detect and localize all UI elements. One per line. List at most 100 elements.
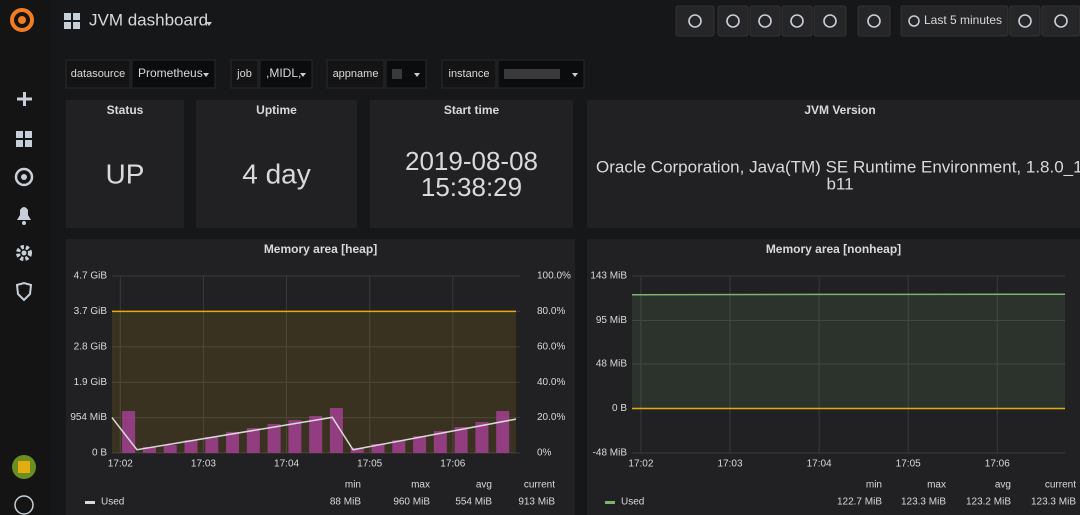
time-picker-button[interactable] <box>900 5 1009 37</box>
y-tick-label: 143 MiB <box>590 271 627 282</box>
x-tick-label: 17:06 <box>440 459 465 470</box>
series-line <box>111 416 517 451</box>
legend-value: 913 MiB <box>518 497 555 508</box>
bar <box>309 416 323 453</box>
legend-swatch <box>85 501 95 504</box>
variable-label-bg <box>326 59 385 89</box>
legend-value: 123.3 MiB <box>1031 497 1076 508</box>
legend-value: 554 MiB <box>455 497 492 508</box>
x-tick-label: 17:05 <box>357 459 382 470</box>
y-tick-label: -48 MiB <box>593 448 628 459</box>
variable-label: appname <box>333 68 379 80</box>
zoom-out-button[interactable] <box>1009 5 1041 37</box>
create-icon[interactable] <box>17 92 32 106</box>
button-icon <box>867 14 881 28</box>
add-panel-button[interactable] <box>675 5 715 37</box>
settings-button[interactable] <box>813 5 847 37</box>
star-button[interactable] <box>717 5 749 37</box>
bar <box>226 431 240 453</box>
legend-label: Used <box>621 497 644 508</box>
y2-tick-label: 20.0% <box>537 412 565 423</box>
bar <box>496 411 510 453</box>
bar <box>142 446 156 453</box>
legend-column-header: avg <box>995 480 1011 491</box>
graph-panel <box>66 239 575 515</box>
stat-panel <box>196 100 357 228</box>
y2-tick-label: 0% <box>537 448 552 459</box>
alerting-icon[interactable] <box>17 207 31 225</box>
button-bg <box>781 5 813 37</box>
stat-value: 2019-08-08 <box>405 146 538 176</box>
save-button[interactable] <box>781 5 813 37</box>
admin-icon[interactable] <box>15 281 33 302</box>
legend-label: Used <box>101 497 124 508</box>
stat-value: 15:38:29 <box>421 172 522 202</box>
variable-dropdown[interactable]: ,MIDL, <box>259 59 313 89</box>
bar <box>267 423 281 453</box>
y-tick-label: 0 B <box>92 448 107 459</box>
stat-value: UP <box>106 158 145 189</box>
help-icon[interactable] <box>14 495 34 515</box>
graph-title: Memory area [heap] <box>264 242 377 256</box>
dashboard-title[interactable]: JVM dashboard <box>89 10 208 29</box>
time-range[interactable]: Last 5 minutes <box>924 13 1002 27</box>
clock-icon <box>908 15 920 27</box>
x-tick-label: 17:03 <box>717 459 742 470</box>
user-avatar[interactable] <box>12 455 36 479</box>
bar <box>371 443 385 453</box>
bar <box>392 440 406 453</box>
variable-label-bg <box>65 59 131 89</box>
refresh-button[interactable] <box>1041 5 1080 37</box>
variable-label: datasource <box>71 68 125 80</box>
dropdown-caret <box>414 73 420 77</box>
legend-value: 88 MiB <box>330 497 361 508</box>
x-tick-label: 17:02 <box>108 459 133 470</box>
variable-value: ,MIDL, <box>266 66 301 80</box>
button-icon <box>758 14 772 28</box>
stat-panel <box>587 100 1080 228</box>
legend-column-header: max <box>927 480 946 491</box>
legend-item[interactable]: Used <box>605 497 644 508</box>
bar <box>454 426 468 453</box>
dashboard-icon <box>64 13 80 29</box>
button-icon <box>1054 14 1068 28</box>
bar <box>184 440 198 453</box>
variable-dropdown[interactable] <box>497 59 585 89</box>
y2-tick-label: 100.0% <box>537 271 571 282</box>
bar <box>475 422 489 453</box>
button-icon <box>726 14 740 28</box>
variable-dropdown[interactable]: Prometheus <box>131 59 216 89</box>
button-icon <box>688 14 702 28</box>
stat-value: Oracle Corporation, Java(TM) SE Runtime … <box>596 157 1080 176</box>
legend-item[interactable]: Used <box>85 497 124 508</box>
button-bg <box>1041 5 1080 37</box>
graph-panel <box>587 239 1080 515</box>
y-tick-label: 2.8 GiB <box>74 341 108 352</box>
share-button[interactable] <box>749 5 781 37</box>
button-icon <box>823 14 837 28</box>
dashboards-icon[interactable] <box>16 131 32 147</box>
x-tick-label: 17:04 <box>274 459 299 470</box>
x-tick-label: 17:04 <box>807 459 832 470</box>
y-tick-label: 0 B <box>612 403 627 414</box>
bar <box>288 420 302 453</box>
legend-column-header: max <box>411 480 430 491</box>
legend-column-header: avg <box>476 480 492 491</box>
bar <box>350 448 364 453</box>
button-bg <box>813 5 847 37</box>
variable-label: instance <box>449 68 490 80</box>
tv-mode-button[interactable] <box>857 5 891 37</box>
area-fill <box>112 311 516 453</box>
variable-value: Prometheus <box>138 66 203 80</box>
variable-dropdown[interactable] <box>385 59 427 89</box>
grafana-logo[interactable] <box>10 8 34 32</box>
area-fill <box>632 294 1065 409</box>
stat-title: Status <box>107 103 144 117</box>
y-tick-label: 954 MiB <box>70 412 107 423</box>
explore-icon[interactable] <box>14 167 34 187</box>
series-line <box>631 293 1066 296</box>
y-tick-label: 48 MiB <box>596 359 627 370</box>
button-bg <box>749 5 781 37</box>
configuration-icon[interactable] <box>16 245 32 261</box>
